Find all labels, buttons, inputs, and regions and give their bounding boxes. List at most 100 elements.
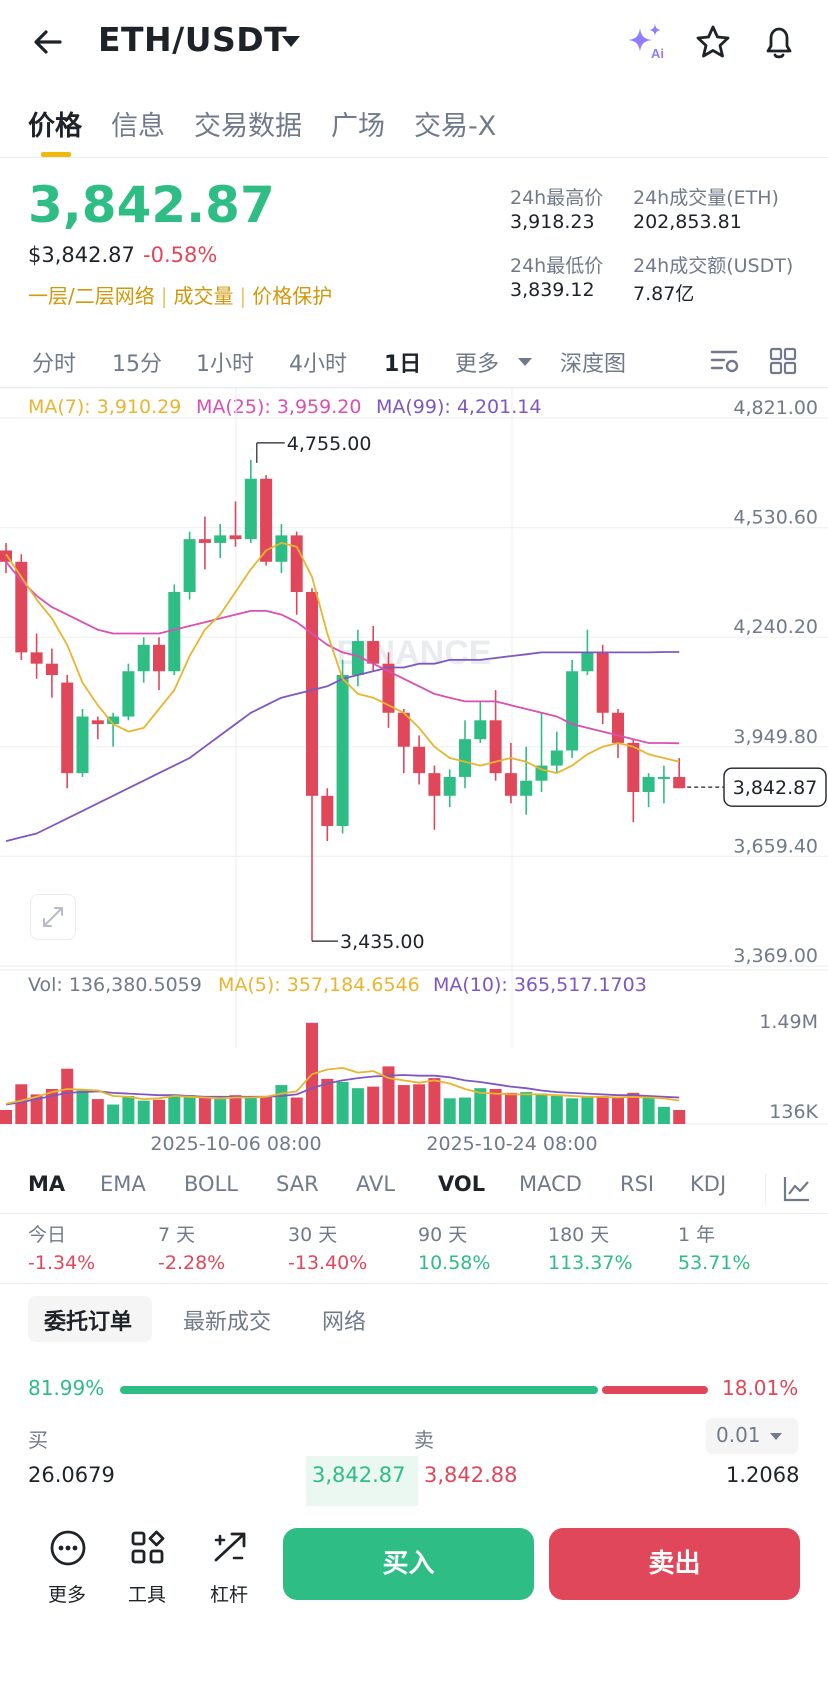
tf-depth[interactable]: 深度图 [560,352,627,377]
stat-vol-usdt-label: 24h成交额(USDT) [633,255,794,277]
price-axis-label: 4,821.00 [733,397,818,419]
bid-qty[interactable]: 26.0679 [28,1463,115,1487]
tab-recent-trades[interactable]: 最新成交 [183,1310,272,1335]
candle [459,739,471,777]
star-icon[interactable] [693,22,733,62]
precision-select[interactable]: 0.01 [706,1418,798,1454]
tab-network[interactable]: 网络 [322,1310,367,1335]
ind-vol[interactable]: VOL [438,1172,486,1196]
ind-ma[interactable]: MA [28,1172,66,1196]
tab-trade-x[interactable]: 交易-X [414,111,497,142]
active-tab-indicator [41,152,71,157]
candle [520,780,533,796]
volume-bar [504,1092,517,1124]
ma7-line [5,541,680,775]
buy-button[interactable]: 买入 [283,1528,534,1600]
leverage-label: 杠杆 [210,1584,249,1606]
volume-bar [596,1095,609,1124]
price-chart[interactable]: BINANCE 4,821.004,530.604,240.203,949.80… [0,388,828,1164]
more-label: 更多 [48,1584,87,1606]
tf-line[interactable]: 分时 [32,352,77,377]
tab-info[interactable]: 信息 [111,111,165,142]
volume-bar [260,1095,273,1124]
volume-bar [566,1098,579,1124]
candle [168,591,181,672]
bid-price[interactable]: 3,842.87 [312,1463,406,1487]
candle [550,750,563,766]
candle [336,675,349,826]
leverage-button[interactable]: 杠杆 [198,1522,262,1622]
ai-sparkle-icon[interactable]: Ai [624,20,668,64]
tag-price-protection[interactable]: 价格保护 [252,284,333,308]
perf-value: 113.37% [548,1252,633,1274]
ind-sar[interactable]: SAR [276,1172,319,1196]
volume-bar [581,1096,594,1124]
volume-bar [107,1104,120,1124]
tools-label: 工具 [128,1584,167,1606]
grid-layout-icon[interactable] [768,346,798,376]
volume-bar [520,1092,533,1124]
bell-icon[interactable] [759,22,799,62]
tf-more[interactable]: 更多 [455,352,500,377]
chevron-down-icon[interactable] [518,358,532,366]
chart-settings-icon[interactable] [710,346,740,376]
tab-square[interactable]: 广场 [331,111,385,142]
ind-ema[interactable]: EMA [100,1172,146,1196]
bid-depth-bar [306,1496,418,1506]
tools-grid-icon [131,1530,165,1564]
sell-button[interactable]: 卖出 [549,1528,800,1600]
price-axis-label: 4,240.20 [733,616,818,638]
vol-ma5-legend: MA(5): 357,184.6546 [218,974,420,996]
volume-bar [153,1099,165,1124]
volume-axis-label: 1.49M [759,1011,818,1033]
volume-bar [168,1094,181,1124]
volume-bar [474,1088,487,1124]
tag-layer-network[interactable]: 一层/二层网络 [28,284,155,308]
buy-header: 买 [28,1428,48,1452]
ind-avl[interactable]: AVL [356,1172,396,1196]
tab-price[interactable]: 价格 [28,111,82,142]
more-button[interactable]: 更多 [34,1522,98,1622]
volume-bar [321,1078,334,1124]
tab-trading-data[interactable]: 交易数据 [194,111,302,142]
candle [244,478,257,540]
candle [581,652,594,672]
candle [214,535,227,543]
candle [642,776,655,793]
tab-order-book[interactable]: 委托订单 [28,1296,152,1342]
tf-4h[interactable]: 4小时 [289,352,347,377]
indicator-tabs: MA EMA BOLL SAR AVL VOL MACD RSI KDJ [0,1164,828,1214]
volume-bar [397,1085,410,1124]
pair-title[interactable]: ETH/USDT [98,20,288,59]
candle [275,535,288,562]
tools-button[interactable]: 工具 [116,1522,180,1622]
volume-bar [15,1084,28,1124]
ind-kdj[interactable]: KDJ [690,1172,727,1196]
ind-macd[interactable]: MACD [519,1172,582,1196]
indicator-settings-icon[interactable] [782,1174,812,1204]
volume-bar [612,1097,624,1124]
volume-bar [45,1088,58,1124]
ma25-line [5,561,680,745]
volume-bar [137,1100,150,1124]
high-marker-label: 4,755.00 [287,433,372,455]
ind-boll[interactable]: BOLL [184,1172,238,1196]
perf-label: 1 年 [678,1224,716,1246]
ind-rsi[interactable]: RSI [620,1172,655,1196]
candle [76,716,89,774]
tag-volume[interactable]: 成交量 [173,284,234,308]
arrow-left-icon[interactable] [28,22,68,62]
candle [30,652,43,664]
vol-ma10-legend: MA(10): 365,517.1703 [433,974,647,996]
ask-price[interactable]: 3,842.88 [424,1463,518,1487]
tf-1d[interactable]: 1日 [384,352,422,377]
vol-legend: Vol: 136,380.5059 [28,974,202,996]
ask-qty[interactable]: 1.2068 [726,1463,800,1487]
candle [627,742,640,793]
chevron-down-icon[interactable] [282,36,300,47]
time-axis-label: 2025-10-24 08:00 [426,1133,597,1155]
tf-1h[interactable]: 1小时 [196,352,254,377]
expand-button[interactable] [30,894,76,940]
tf-15m[interactable]: 15分 [112,352,162,377]
candle [489,720,502,774]
